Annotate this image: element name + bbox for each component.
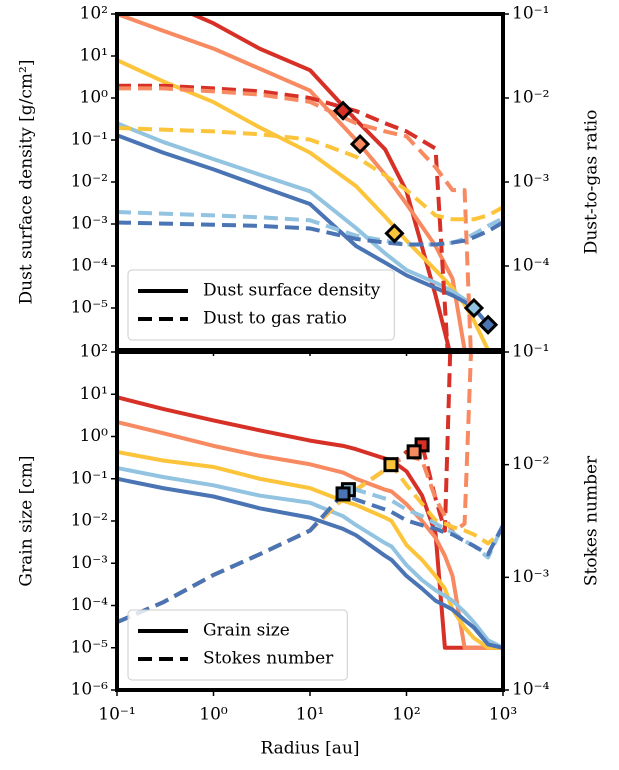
diamond-marker bbox=[332, 100, 354, 121]
y2-tick-label: 10⁻⁴ bbox=[512, 680, 550, 700]
x-tick-label: 10² bbox=[392, 705, 420, 725]
y-tick-label: 10⁻³ bbox=[71, 214, 108, 234]
y-tick-label: 10¹ bbox=[80, 384, 108, 404]
square-marker bbox=[383, 457, 399, 473]
x-axis-label: Radius [au] bbox=[260, 739, 359, 759]
solid-line bbox=[117, 58, 490, 350]
y-tick-label: 10⁻¹ bbox=[71, 468, 108, 488]
solid-line bbox=[117, 476, 503, 650]
x-tick-label: 10³ bbox=[489, 705, 517, 725]
y-tick-label: 10² bbox=[80, 342, 108, 362]
diamond-marker bbox=[349, 133, 371, 155]
y2-tick-label: 10⁻² bbox=[512, 88, 549, 108]
y-tick-label: 10⁰ bbox=[80, 426, 109, 446]
diamond-marker bbox=[463, 297, 485, 319]
solid-line bbox=[117, 450, 503, 650]
y-tick-label: 10¹ bbox=[80, 46, 108, 66]
y-tick-label: 10⁻⁵ bbox=[71, 637, 109, 657]
legend-label: Dust surface density bbox=[203, 281, 381, 301]
y2-tick-label: 10⁻¹ bbox=[512, 342, 549, 362]
legend-box bbox=[127, 609, 348, 681]
legend-label: Dust to gas ratio bbox=[203, 309, 347, 329]
plot-area bbox=[117, 352, 503, 650]
y2-axis-label: Stokes number bbox=[582, 455, 602, 586]
y-axis-label: Grain size [cm] bbox=[17, 455, 37, 586]
y-tick-label: 10⁻³ bbox=[71, 553, 108, 573]
square-marker bbox=[335, 486, 351, 502]
y-tick-label: 10⁰ bbox=[80, 88, 109, 108]
dashed-line bbox=[117, 491, 503, 625]
diamond-marker bbox=[477, 314, 499, 335]
y2-tick-label: 10⁻³ bbox=[512, 567, 549, 587]
dashed-line bbox=[117, 125, 503, 222]
y-tick-label: 10⁻² bbox=[71, 511, 108, 531]
y2-tick-label: 10⁻² bbox=[512, 454, 549, 474]
legend-label: Grain size bbox=[203, 621, 290, 641]
x-tick-label: 10¹ bbox=[296, 705, 324, 725]
y-tick-label: 10² bbox=[80, 4, 108, 24]
plot-area bbox=[117, 14, 503, 350]
y-tick-label: 10⁻² bbox=[71, 172, 108, 192]
solid-line bbox=[117, 420, 503, 650]
diamond-marker bbox=[384, 223, 405, 244]
dashed-line bbox=[117, 83, 450, 350]
legend-label: Stokes number bbox=[203, 649, 334, 669]
y2-tick-label: 10⁻³ bbox=[512, 172, 549, 192]
legend-box bbox=[127, 269, 395, 341]
y2-axis-label: Dust-to-gas ratio bbox=[582, 110, 602, 255]
y-axis-label: Dust surface density [g/cm²] bbox=[17, 60, 37, 305]
dashed-line bbox=[117, 86, 473, 350]
dashed-line bbox=[117, 220, 503, 247]
solid-line bbox=[117, 133, 490, 326]
x-tick-label: 10⁰ bbox=[199, 705, 228, 725]
y2-tick-label: 10⁻⁴ bbox=[512, 256, 550, 276]
x-tick-label: 10⁻¹ bbox=[98, 705, 135, 725]
solid-line bbox=[117, 465, 503, 650]
y-tick-label: 10⁻⁵ bbox=[71, 298, 109, 318]
y-tick-label: 10⁻¹ bbox=[71, 130, 108, 150]
y-tick-label: 10⁻⁴ bbox=[71, 256, 109, 276]
square-marker bbox=[406, 444, 422, 460]
y2-tick-label: 10⁻¹ bbox=[512, 4, 549, 24]
y-tick-label: 10⁻⁴ bbox=[71, 595, 109, 615]
y-tick-label: 10⁻⁶ bbox=[71, 680, 109, 700]
solid-line bbox=[117, 121, 490, 326]
